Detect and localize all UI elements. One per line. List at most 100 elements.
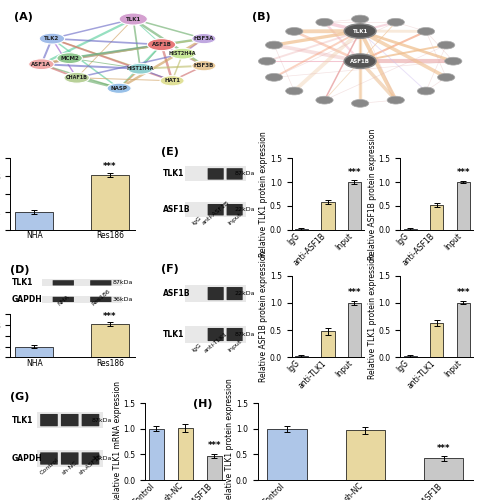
Text: ***: *** [348,288,361,298]
Circle shape [417,87,435,95]
Bar [404,356,417,358]
Text: (E): (E) [161,146,179,156]
Circle shape [258,58,276,65]
FancyBboxPatch shape [207,204,224,216]
Circle shape [147,38,175,50]
Text: (H): (H) [193,400,212,409]
Text: sh-ASF1B: sh-ASF1B [77,454,103,476]
Text: 36kDa: 36kDa [113,297,133,302]
Circle shape [445,58,462,65]
Text: H3F3A: H3F3A [194,36,214,41]
Circle shape [344,54,376,68]
Circle shape [29,59,54,70]
Text: IgG: IgG [191,216,203,226]
Bar [149,429,163,480]
Text: sh-NC: sh-NC [61,460,78,476]
Text: NASP: NASP [111,86,128,91]
Text: (A): (A) [14,12,33,22]
Text: 87kDa: 87kDa [234,332,254,337]
Text: TLK2: TLK2 [44,36,60,41]
Bar [42,296,122,303]
Circle shape [192,60,216,71]
Text: CHAF1B: CHAF1B [66,76,87,80]
Text: TLK1: TLK1 [163,170,184,178]
Circle shape [265,41,283,49]
Circle shape [417,28,435,36]
Bar [348,182,361,230]
Bar [456,182,470,230]
Text: TLK1: TLK1 [126,16,141,21]
Bar [295,356,308,358]
Text: (B): (B) [251,12,270,22]
FancyBboxPatch shape [82,414,99,426]
FancyBboxPatch shape [53,280,74,285]
Circle shape [344,24,376,38]
FancyBboxPatch shape [227,204,243,216]
Text: Input: Input [227,339,242,353]
FancyBboxPatch shape [227,287,243,300]
Bar [295,229,308,230]
Bar [91,175,129,230]
Text: MCM2: MCM2 [60,56,79,60]
Y-axis label: Relative ASF1B protein expression: Relative ASF1B protein expression [259,251,268,382]
Text: Input: Input [227,212,242,226]
Text: ***: *** [437,444,451,453]
Circle shape [437,41,455,49]
Text: ***: *** [456,288,470,298]
Bar [185,166,246,182]
Circle shape [387,18,404,26]
FancyBboxPatch shape [207,168,224,179]
Bar [456,303,470,358]
Bar [321,202,335,230]
Bar [36,412,103,428]
Text: TLK1: TLK1 [11,416,33,424]
Text: ***: *** [456,168,470,177]
Text: Res186: Res186 [90,288,111,307]
Text: GAPDH: GAPDH [11,454,43,463]
Circle shape [351,15,369,23]
Text: 36kDa: 36kDa [92,456,112,461]
Circle shape [437,74,455,81]
Circle shape [316,18,333,26]
Bar [185,285,246,302]
Bar [348,303,361,358]
Text: (D): (D) [10,265,29,275]
Bar [424,458,463,480]
Bar [430,323,444,358]
Text: NHA: NHA [56,294,70,307]
FancyBboxPatch shape [61,414,78,426]
Text: ASF1B: ASF1B [163,289,190,298]
Circle shape [192,34,216,43]
Bar [178,428,193,480]
Circle shape [351,100,369,108]
Text: ***: *** [103,162,117,170]
FancyBboxPatch shape [40,414,58,426]
Y-axis label: Relative TLK1 mRNA expression: Relative TLK1 mRNA expression [113,380,122,500]
Circle shape [57,53,82,64]
Circle shape [107,83,131,94]
FancyBboxPatch shape [61,452,78,464]
Text: HAT1: HAT1 [164,78,180,84]
Text: H3F3B: H3F3B [194,63,214,68]
Bar [15,212,53,230]
Text: (G): (G) [10,392,29,402]
Text: TLK1: TLK1 [352,28,368,34]
Text: GAPDH: GAPDH [12,295,43,304]
Circle shape [119,13,147,25]
Text: (F): (F) [161,264,178,274]
FancyBboxPatch shape [227,328,243,341]
Bar [42,280,122,286]
Bar [207,456,222,480]
Circle shape [316,96,333,104]
FancyBboxPatch shape [90,297,111,302]
Text: HIST1H4A: HIST1H4A [127,66,154,71]
Circle shape [286,87,303,95]
FancyBboxPatch shape [82,452,99,464]
Text: 22kDa: 22kDa [234,291,254,296]
Text: TLK1: TLK1 [163,330,184,339]
Circle shape [39,33,65,44]
Text: IgG: IgG [191,342,203,353]
Text: 87kDa: 87kDa [234,172,254,176]
Text: anti-ASF1B: anti-ASF1B [201,200,230,226]
Text: 87kDa: 87kDa [92,418,112,422]
